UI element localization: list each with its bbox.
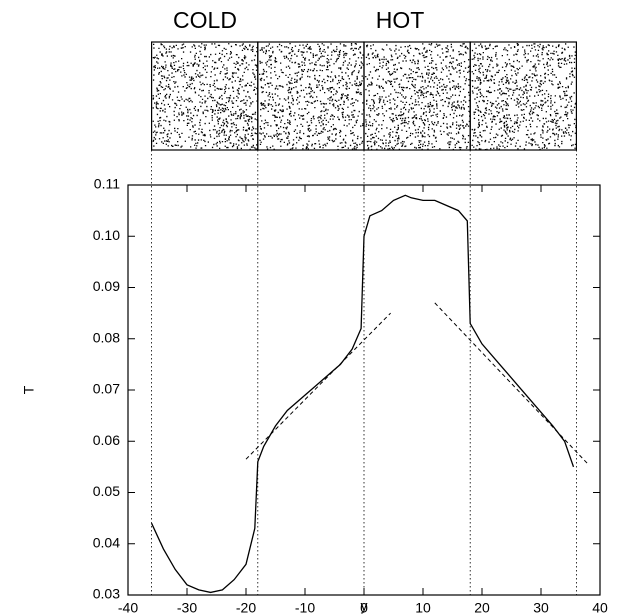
x-tick-label: -20 (236, 600, 256, 616)
annotation: COLD (173, 7, 237, 33)
x-tick-label: -10 (295, 600, 315, 616)
y-tick-label: 0.09 (93, 278, 120, 294)
x-tick-label: -40 (118, 600, 138, 616)
x-tick-label: 10 (415, 600, 431, 616)
fit-line (434, 302, 589, 465)
y-tick-label: 0.05 (93, 483, 120, 499)
y-tick-label: 0.04 (93, 534, 120, 550)
y-axis-label: T (21, 385, 37, 394)
stipple (471, 43, 577, 151)
fit-line (245, 312, 391, 460)
x-tick-label: 40 (592, 600, 608, 616)
cell-box (363, 41, 471, 151)
y-tick-label: 0.07 (93, 381, 120, 397)
annotation: HOT (376, 7, 425, 33)
stipple (152, 43, 259, 151)
stipple (259, 43, 365, 151)
data-line (151, 194, 575, 594)
cell-box (469, 41, 578, 151)
x-tick-label: -30 (177, 600, 197, 616)
y-tick-label: 0.08 (93, 329, 120, 345)
stipple (365, 43, 471, 151)
y-tick-label: 0.03 (93, 586, 120, 602)
x-tick-label: 20 (474, 600, 490, 616)
y-tick-label: 0.10 (93, 227, 120, 243)
x-tick-label: 0 (360, 600, 368, 616)
x-tick-label: 30 (533, 600, 549, 616)
y-tick-label: 0.11 (94, 176, 120, 192)
x-axis-label: y (361, 598, 368, 614)
y-tick-label: 0.06 (93, 432, 120, 448)
